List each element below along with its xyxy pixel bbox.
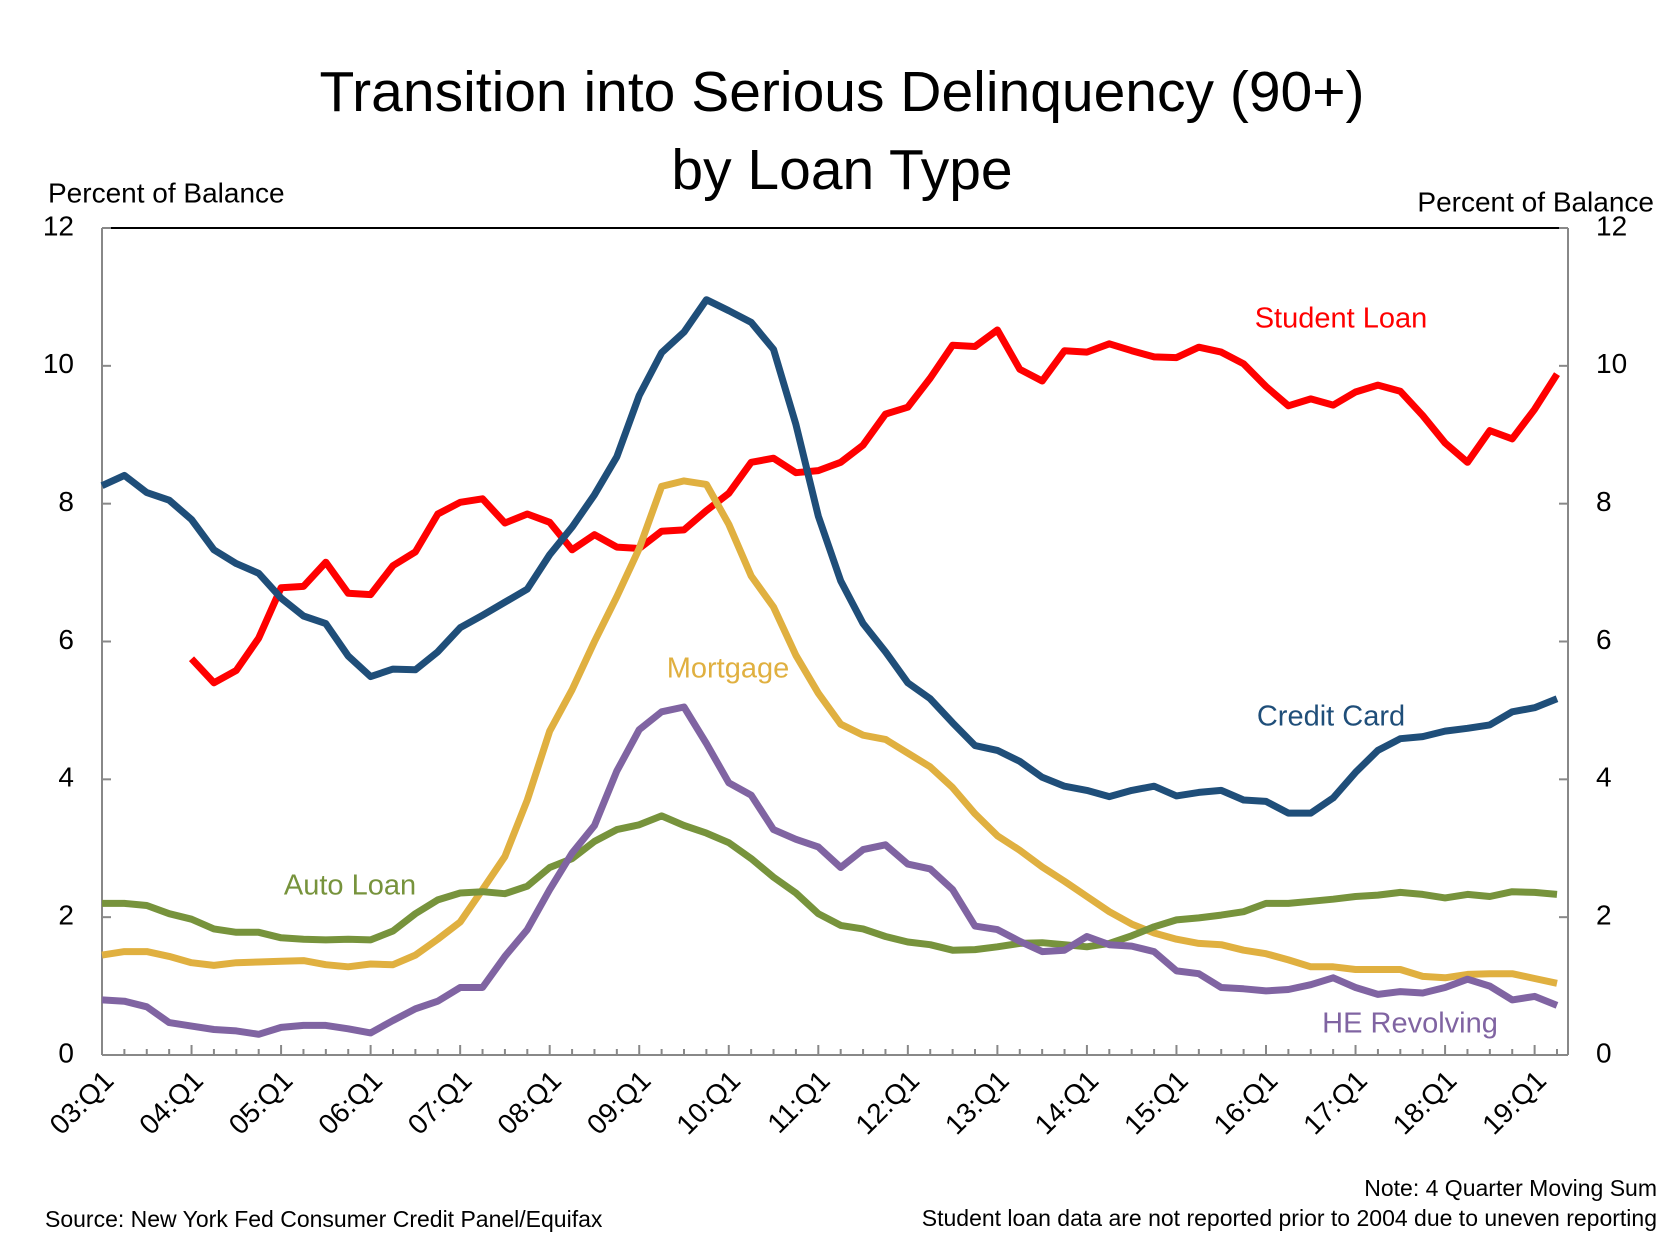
source-note: Source: New York Fed Consumer Credit Pan…	[45, 1206, 603, 1232]
y-tick-label: 10	[43, 348, 74, 379]
x-tick-label: 19:Q1	[1476, 1065, 1552, 1141]
series-label: Mortgage	[667, 653, 790, 685]
x-tick-label: 07:Q1	[402, 1065, 478, 1141]
x-tick-label: 11:Q1	[761, 1065, 835, 1139]
y-tick-label: 2	[58, 900, 74, 931]
x-tick-label: 13:Q1	[939, 1065, 1015, 1141]
series-label: Student Loan	[1255, 303, 1428, 335]
y-tick-label: 0	[58, 1037, 74, 1068]
y2-tick-label: 12	[1596, 210, 1627, 241]
note: Student loan data are not reported prior…	[922, 1205, 1657, 1231]
x-tick-label: 06:Q1	[312, 1065, 388, 1141]
x-tick-label: 18:Q1	[1387, 1065, 1463, 1141]
series-line	[188, 326, 1560, 687]
x-tick-label: 16:Q1	[1208, 1065, 1284, 1141]
series-label: Credit Card	[1257, 701, 1405, 733]
series-label: HE Revolving	[1322, 1008, 1498, 1040]
series-line	[101, 477, 1558, 987]
y2-axis-label: Percent of Balance	[1417, 186, 1654, 217]
x-tick-label: 15:Q1	[1118, 1065, 1194, 1141]
x-tick-label: 10:Q1	[670, 1065, 746, 1141]
series-line	[101, 703, 1559, 1038]
note: Note: 4 Quarter Moving Sum	[1364, 1175, 1657, 1201]
y2-tick-label: 2	[1596, 900, 1612, 931]
x-tick-label: 08:Q1	[491, 1065, 567, 1141]
series-line	[100, 296, 1559, 817]
series-label: Auto Loan	[284, 870, 416, 902]
x-tick-label: 12:Q1	[849, 1065, 925, 1141]
x-tick-label: 17:Q1	[1297, 1065, 1373, 1141]
y-tick-label: 8	[58, 486, 74, 517]
y-tick-label: 6	[58, 624, 74, 655]
series-line	[102, 812, 1558, 954]
y2-tick-label: 8	[1596, 486, 1612, 517]
x-tick-label: 14:Q1	[1029, 1065, 1105, 1141]
chart-subtitle: by Loan Type	[671, 138, 1012, 202]
y2-tick-label: 0	[1596, 1037, 1612, 1068]
y2-tick-label: 10	[1596, 348, 1627, 379]
y-tick-label: 4	[58, 762, 74, 793]
x-tick-label: 09:Q1	[581, 1065, 657, 1141]
chart-title: Transition into Serious Delinquency (90+…	[319, 60, 1364, 124]
y2-tick-label: 6	[1596, 624, 1612, 655]
y-tick-label: 12	[43, 210, 74, 241]
x-tick-label: 05:Q1	[223, 1065, 299, 1141]
x-tick-label: 04:Q1	[133, 1065, 209, 1141]
y-axis-label: Percent of Balance	[48, 177, 285, 208]
x-tick-label: 03:Q1	[44, 1065, 120, 1141]
y2-tick-label: 4	[1596, 762, 1612, 793]
